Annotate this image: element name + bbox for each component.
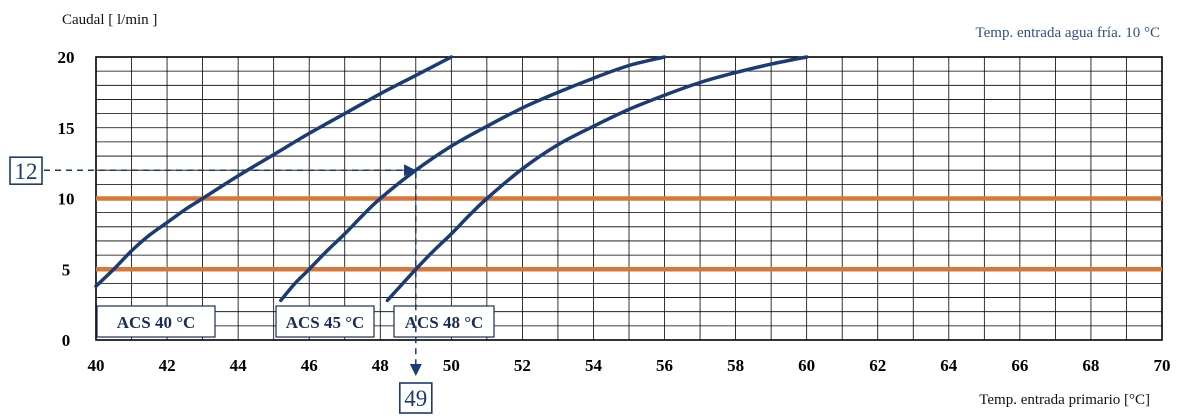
y-tick-5: 5 [62, 260, 71, 279]
x-tick-60: 60 [798, 356, 815, 375]
y-tick-10: 10 [58, 190, 75, 209]
series-label-3: ACS 48 °C [405, 313, 484, 332]
x-axis-title: Temp. entrada primario [°C] [979, 392, 1150, 408]
tick-labels: 40 42 44 46 48 50 52 54 56 58 60 62 64 66 68 70 0 5 10 15 20 [58, 48, 1171, 375]
x-tick-44: 44 [230, 356, 248, 375]
reference-lines [96, 196, 1162, 272]
y-axis-title: Caudal [ l/min ] [62, 12, 157, 28]
x-tick-54: 54 [585, 356, 603, 375]
series-label-2: ACS 45 °C [286, 313, 365, 332]
x-tick-68: 68 [1082, 356, 1099, 375]
series-labels: ACS 40 °C ACS 45 °C ACS 48 °C [96, 305, 495, 338]
curves [94, 55, 809, 303]
curve-series-3 [385, 55, 809, 303]
example-y-box [9, 156, 43, 185]
x-tick-50: 50 [443, 356, 460, 375]
example-x-box [398, 382, 433, 414]
series-label-box-2 [275, 305, 375, 338]
curve-series-2 [279, 55, 667, 303]
x-tick-56: 56 [656, 356, 673, 375]
series-label-box-1 [96, 305, 216, 338]
y-tick-0: 0 [62, 331, 71, 350]
series-label-1: ACS 40 °C [117, 313, 196, 332]
example-y-value: 12 [15, 159, 38, 184]
x-tick-58: 58 [727, 356, 744, 375]
x-tick-66: 66 [1011, 356, 1028, 375]
x-tick-52: 52 [514, 356, 531, 375]
series-label-box-3 [393, 305, 495, 338]
curve-series-1 [94, 55, 454, 288]
y-tick-20: 20 [58, 48, 75, 67]
x-tick-64: 64 [940, 356, 958, 375]
x-tick-70: 70 [1154, 356, 1171, 375]
x-tick-48: 48 [372, 356, 389, 375]
x-tick-46: 46 [301, 356, 318, 375]
y-tick-15: 15 [58, 119, 75, 138]
x-tick-42: 42 [159, 356, 176, 375]
example-reading: 12 49 [9, 156, 433, 414]
x-tick-62: 62 [869, 356, 886, 375]
example-x-value: 49 [404, 386, 427, 411]
cold-water-note: Temp. entrada agua fría. 10 °C [976, 25, 1160, 41]
x-tick-40: 40 [88, 356, 105, 375]
